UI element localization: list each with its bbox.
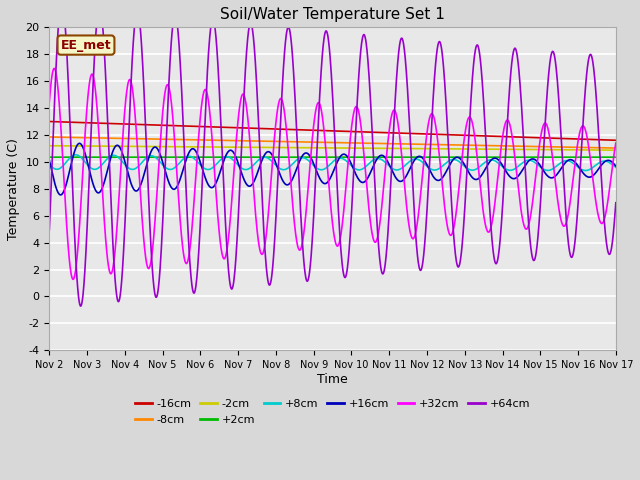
- +8cm: [321, 166, 329, 171]
- +32cm: [51, 66, 58, 72]
- +64cm: [612, 200, 620, 205]
- Legend: -16cm, -8cm, -2cm, +2cm, +8cm, +16cm, +32cm, +64cm: -16cm, -8cm, -2cm, +2cm, +8cm, +16cm, +3…: [131, 395, 534, 429]
- +16cm: [596, 165, 604, 170]
- -8cm: [612, 145, 620, 151]
- -16cm: [74, 120, 82, 125]
- -8cm: [595, 145, 603, 151]
- -16cm: [45, 119, 53, 124]
- Line: -16cm: -16cm: [49, 121, 616, 140]
- +32cm: [45, 99, 53, 105]
- +2cm: [492, 154, 499, 160]
- Text: EE_met: EE_met: [61, 38, 111, 51]
- +16cm: [321, 180, 329, 186]
- +8cm: [612, 165, 620, 170]
- +16cm: [612, 163, 620, 169]
- Line: +8cm: +8cm: [49, 155, 616, 170]
- -8cm: [596, 145, 604, 151]
- -2cm: [74, 143, 82, 149]
- +64cm: [77, 303, 84, 309]
- +2cm: [74, 154, 82, 160]
- -2cm: [492, 146, 499, 152]
- -8cm: [74, 135, 82, 141]
- -16cm: [306, 127, 314, 133]
- +32cm: [75, 233, 83, 239]
- Line: +64cm: +64cm: [49, 2, 616, 306]
- +2cm: [45, 154, 53, 160]
- Line: -2cm: -2cm: [49, 146, 616, 150]
- +8cm: [75, 153, 83, 158]
- Line: -8cm: -8cm: [49, 137, 616, 148]
- -8cm: [492, 143, 499, 149]
- +8cm: [45, 161, 53, 167]
- -2cm: [596, 147, 604, 153]
- -16cm: [612, 137, 620, 143]
- -2cm: [306, 145, 314, 151]
- +2cm: [306, 154, 314, 160]
- -8cm: [306, 139, 314, 145]
- +2cm: [596, 154, 604, 160]
- +8cm: [596, 159, 604, 165]
- +8cm: [492, 158, 499, 164]
- +2cm: [595, 154, 603, 160]
- -8cm: [321, 140, 328, 145]
- +8cm: [596, 159, 604, 165]
- -16cm: [321, 128, 328, 133]
- +64cm: [75, 294, 83, 300]
- Title: Soil/Water Temperature Set 1: Soil/Water Temperature Set 1: [220, 7, 445, 22]
- +16cm: [57, 192, 65, 198]
- +64cm: [492, 261, 500, 266]
- X-axis label: Time: Time: [317, 373, 348, 386]
- +2cm: [321, 154, 328, 160]
- +2cm: [612, 154, 620, 160]
- +32cm: [612, 140, 620, 146]
- +64cm: [58, 0, 66, 5]
- -16cm: [492, 133, 499, 139]
- Y-axis label: Temperature (C): Temperature (C): [7, 138, 20, 240]
- +32cm: [321, 141, 329, 147]
- +32cm: [596, 218, 604, 224]
- +16cm: [596, 164, 604, 170]
- +64cm: [596, 152, 604, 158]
- +64cm: [321, 29, 329, 35]
- -16cm: [596, 137, 604, 143]
- +32cm: [492, 191, 500, 197]
- Line: +16cm: +16cm: [49, 144, 616, 195]
- +32cm: [596, 217, 604, 223]
- -16cm: [595, 137, 603, 143]
- Line: +32cm: +32cm: [49, 69, 616, 279]
- +32cm: [69, 276, 77, 282]
- +8cm: [72, 152, 79, 158]
- +64cm: [596, 147, 604, 153]
- -2cm: [595, 147, 603, 153]
- +16cm: [307, 154, 314, 160]
- +64cm: [45, 227, 53, 233]
- +32cm: [307, 158, 314, 164]
- +8cm: [306, 159, 314, 165]
- -2cm: [612, 147, 620, 153]
- +16cm: [75, 141, 83, 146]
- +16cm: [76, 141, 83, 146]
- +8cm: [582, 168, 589, 173]
- +16cm: [492, 156, 500, 161]
- -8cm: [45, 134, 53, 140]
- +16cm: [45, 157, 53, 163]
- -2cm: [321, 145, 328, 151]
- -2cm: [45, 143, 53, 149]
- +64cm: [307, 262, 314, 268]
